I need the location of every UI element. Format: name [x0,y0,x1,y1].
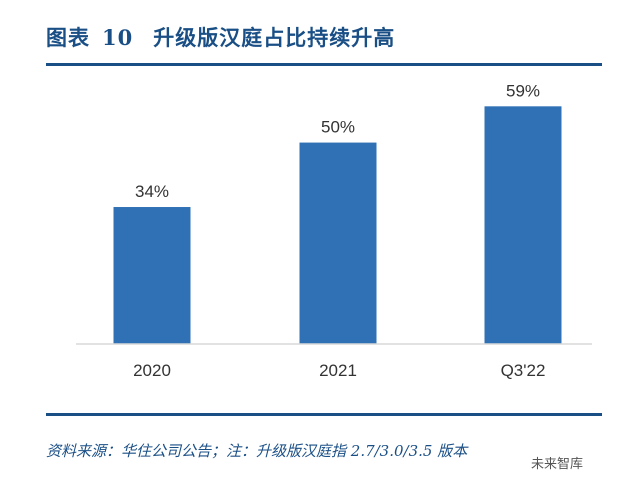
value-label-2: 59% [506,81,540,100]
value-label-0: 34% [135,182,169,201]
footer-rule [46,413,602,416]
header-rule [46,63,602,66]
bar-0 [113,207,191,344]
figure-label: 图表 [46,25,90,50]
bar-1 [299,142,377,344]
bar-2 [484,106,562,344]
category-label-2: Q3'22 [501,361,546,380]
chart-title: 升级版汉庭占比持续升高 [153,25,396,50]
source-note: 资料来源：华住公司公告；注：升级版汉庭指 2.7/3.0/3.5 版本 [46,442,468,460]
category-label-0: 2020 [133,361,171,380]
watermark: 未来智库 [528,452,587,473]
value-label-1: 50% [321,118,355,137]
labels-group: 34% 2020 50% 2021 59% Q3'22 [133,81,545,380]
bars-group [113,106,562,344]
figure-header: 图表 10 升级版汉庭占比持续升高 [46,22,395,52]
figure-number: 10 [102,25,134,50]
category-label-1: 2021 [319,361,357,380]
